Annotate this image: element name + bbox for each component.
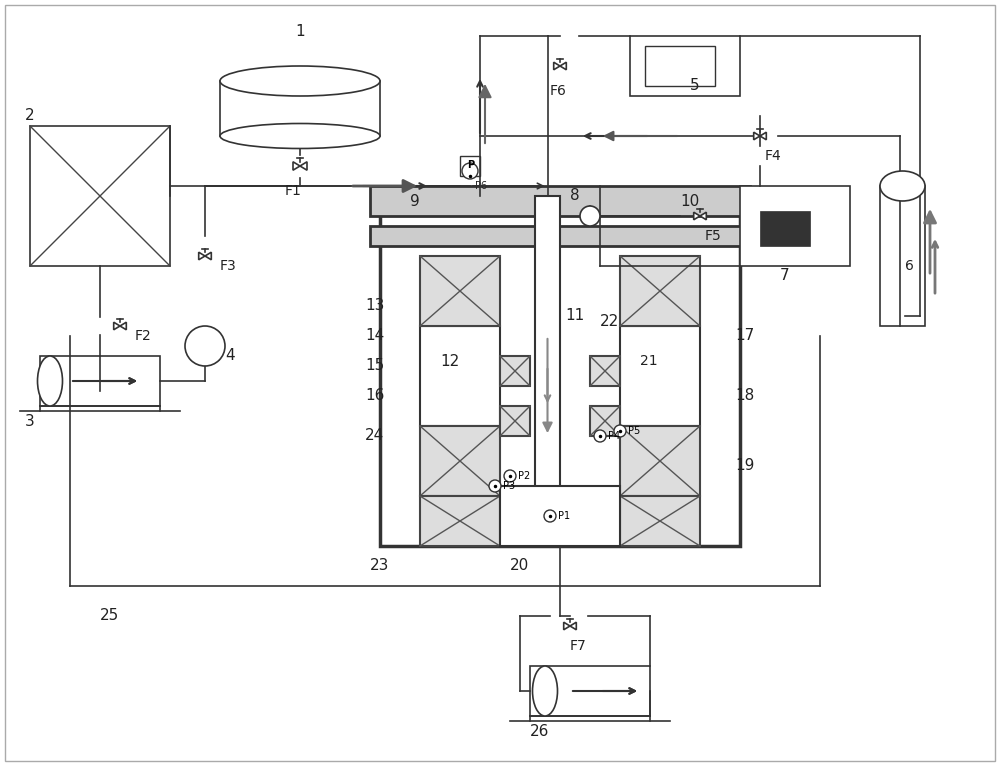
Bar xyxy=(500,406,530,436)
Bar xyxy=(380,226,530,546)
Bar xyxy=(370,186,750,216)
Text: F3: F3 xyxy=(220,259,237,273)
Polygon shape xyxy=(293,162,300,170)
Bar xyxy=(420,426,500,496)
Text: 11: 11 xyxy=(565,309,584,323)
Bar xyxy=(30,126,170,266)
Ellipse shape xyxy=(220,66,380,96)
Circle shape xyxy=(504,470,516,482)
Text: P1: P1 xyxy=(558,511,570,521)
Text: 10: 10 xyxy=(680,194,699,208)
Bar xyxy=(880,186,925,326)
Text: 16: 16 xyxy=(365,388,384,404)
Polygon shape xyxy=(300,162,307,170)
Text: 18: 18 xyxy=(735,388,754,404)
Text: P: P xyxy=(467,160,474,170)
Text: P5: P5 xyxy=(628,426,640,436)
Ellipse shape xyxy=(38,356,62,406)
Text: 22: 22 xyxy=(600,313,619,329)
Text: 19: 19 xyxy=(735,459,754,473)
Text: 20: 20 xyxy=(510,558,529,574)
Polygon shape xyxy=(700,212,706,220)
Bar xyxy=(620,256,700,326)
Text: F2: F2 xyxy=(135,329,152,343)
Bar xyxy=(535,196,560,546)
Text: F6: F6 xyxy=(550,84,567,98)
Polygon shape xyxy=(564,622,570,630)
Bar xyxy=(500,486,620,546)
Bar xyxy=(620,426,700,496)
Circle shape xyxy=(462,163,478,179)
Text: 15: 15 xyxy=(365,358,384,374)
Bar xyxy=(645,46,715,86)
Text: F7: F7 xyxy=(570,639,587,653)
Polygon shape xyxy=(205,252,211,260)
Bar xyxy=(620,496,700,546)
Text: 4: 4 xyxy=(225,349,235,364)
Bar xyxy=(40,356,160,406)
Text: 1: 1 xyxy=(295,24,305,38)
Text: 7: 7 xyxy=(780,269,790,283)
Text: F4: F4 xyxy=(765,149,782,163)
Text: 26: 26 xyxy=(530,724,549,738)
Text: 21: 21 xyxy=(640,354,658,368)
Bar xyxy=(370,226,750,246)
Text: 17: 17 xyxy=(735,329,754,343)
Text: 3: 3 xyxy=(25,414,35,428)
Bar xyxy=(420,326,500,426)
Text: 12: 12 xyxy=(440,353,459,368)
Bar xyxy=(590,226,740,546)
Bar xyxy=(460,156,480,176)
Circle shape xyxy=(489,480,501,492)
Bar xyxy=(500,356,530,386)
Text: 8: 8 xyxy=(570,188,580,204)
Bar xyxy=(620,326,700,426)
Bar xyxy=(590,406,620,436)
Ellipse shape xyxy=(220,123,380,149)
Text: 6: 6 xyxy=(905,259,914,273)
Text: 25: 25 xyxy=(100,608,119,624)
Ellipse shape xyxy=(880,171,925,201)
Polygon shape xyxy=(694,212,700,220)
Polygon shape xyxy=(114,322,120,330)
Polygon shape xyxy=(760,133,766,139)
Text: 24: 24 xyxy=(365,428,384,444)
Bar xyxy=(380,206,740,546)
Circle shape xyxy=(544,510,556,522)
Polygon shape xyxy=(120,322,126,330)
Bar xyxy=(220,81,380,136)
Bar xyxy=(630,36,740,96)
Text: 13: 13 xyxy=(365,299,384,313)
Text: 14: 14 xyxy=(365,329,384,343)
Polygon shape xyxy=(554,62,560,70)
Polygon shape xyxy=(754,133,760,139)
Circle shape xyxy=(580,206,600,226)
Text: F5: F5 xyxy=(705,229,722,243)
Circle shape xyxy=(614,425,626,437)
Text: 5: 5 xyxy=(690,78,700,93)
Text: P3: P3 xyxy=(503,481,515,491)
Polygon shape xyxy=(199,252,205,260)
Text: P2: P2 xyxy=(518,471,530,481)
Bar xyxy=(590,356,620,386)
Bar xyxy=(420,256,500,326)
Text: P6: P6 xyxy=(475,181,487,191)
Polygon shape xyxy=(560,62,566,70)
Polygon shape xyxy=(570,622,576,630)
Text: F1: F1 xyxy=(285,184,302,198)
Circle shape xyxy=(185,326,225,366)
Text: 23: 23 xyxy=(370,558,389,574)
Text: P4: P4 xyxy=(608,431,620,441)
Bar xyxy=(530,666,650,716)
Text: 9: 9 xyxy=(410,194,420,208)
Ellipse shape xyxy=(532,666,558,716)
Bar xyxy=(420,496,500,546)
Circle shape xyxy=(594,430,606,442)
Text: 2: 2 xyxy=(25,109,35,123)
Bar xyxy=(760,211,810,246)
Bar xyxy=(740,186,850,266)
